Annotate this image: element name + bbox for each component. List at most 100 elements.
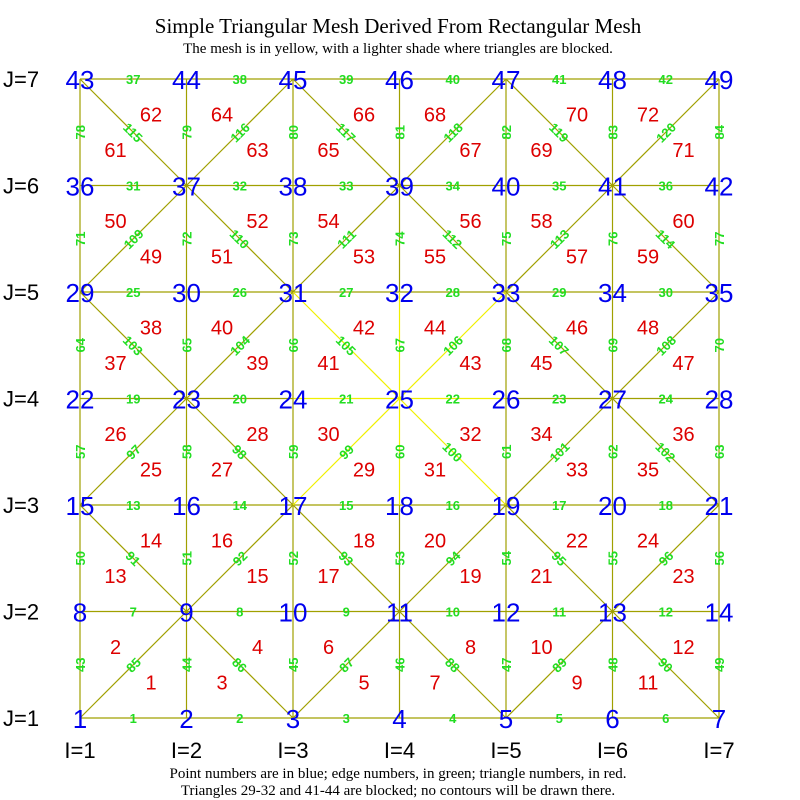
triangle-label: 33 xyxy=(566,460,588,482)
mesh-diagonal-line xyxy=(292,291,400,399)
edge-label: 28 xyxy=(446,285,460,300)
mesh-diagonal-line xyxy=(79,291,187,399)
edge-label: 61 xyxy=(499,445,514,459)
edge-label: 27 xyxy=(339,285,353,300)
triangle-label: 15 xyxy=(246,566,268,588)
triangle-label: 32 xyxy=(459,424,481,446)
mesh-diagonal-line xyxy=(292,611,400,719)
edge-label: 10 xyxy=(446,605,460,620)
triangle-label: 38 xyxy=(140,318,162,340)
mesh-diagonal-line xyxy=(612,398,720,506)
i-axis-label: I=6 xyxy=(597,738,628,763)
point-label: 3 xyxy=(286,704,300,734)
point-label: 48 xyxy=(598,65,627,95)
mesh-diagonal-line xyxy=(505,504,613,612)
mesh-diagonal-line xyxy=(186,291,294,399)
triangle-label: 31 xyxy=(424,460,446,482)
triangle-label: 18 xyxy=(353,531,375,553)
edge-label: 45 xyxy=(286,658,301,672)
edge-label: 82 xyxy=(499,125,514,139)
edge-label: 3 xyxy=(343,711,350,726)
triangle-label: 61 xyxy=(104,140,126,162)
point-label: 16 xyxy=(172,491,201,521)
triangle-label: 34 xyxy=(530,424,552,446)
edge-label: 62 xyxy=(606,445,621,459)
edge-label: 52 xyxy=(286,551,301,565)
triangle-label: 64 xyxy=(211,105,233,127)
edge-label: 41 xyxy=(552,72,566,87)
edge-label: 80 xyxy=(286,125,301,139)
edge-label: 54 xyxy=(499,550,514,565)
edge-label: 78 xyxy=(73,125,88,139)
triangle-label: 58 xyxy=(530,211,552,233)
edge-label: 74 xyxy=(393,231,408,246)
mesh-diagonal-line xyxy=(186,185,294,293)
edge-label: 38 xyxy=(233,72,247,87)
edge-label: 63 xyxy=(712,445,727,459)
edge-label: 6 xyxy=(662,711,669,726)
i-axis-label: I=5 xyxy=(490,738,521,763)
edge-label: 49 xyxy=(712,658,727,672)
edge-label: 48 xyxy=(606,658,621,672)
triangle-label: 25 xyxy=(140,460,162,482)
j-axis-label: J=5 xyxy=(3,280,39,305)
mesh-diagonal-line xyxy=(612,291,720,399)
edge-label: 34 xyxy=(446,179,461,194)
triangle-label: 47 xyxy=(672,353,694,375)
triangle-label: 55 xyxy=(424,247,446,269)
edge-label: 23 xyxy=(552,392,566,407)
point-label: 5 xyxy=(499,704,513,734)
triangle-label: 63 xyxy=(246,140,268,162)
j-axis-label: J=7 xyxy=(3,67,39,92)
triangle-label: 30 xyxy=(317,424,339,446)
edge-label: 19 xyxy=(126,392,140,407)
triangle-label: 19 xyxy=(459,566,481,588)
point-label: 19 xyxy=(492,491,521,521)
point-label: 43 xyxy=(66,65,95,95)
mesh-diagonal-line xyxy=(186,398,294,506)
edge-label: 17 xyxy=(552,498,566,513)
diagram-subtitle: The mesh is in yellow, with a lighter sh… xyxy=(183,41,613,57)
triangle-label: 41 xyxy=(317,353,339,375)
edge-label: 5 xyxy=(556,711,563,726)
triangle-label: 11 xyxy=(638,673,659,695)
triangle-label: 67 xyxy=(459,140,481,162)
point-label: 11 xyxy=(386,598,413,628)
edge-label: 64 xyxy=(73,337,88,352)
mesh-diagonal-line xyxy=(186,611,294,719)
mesh-diagonal-line xyxy=(79,78,187,186)
edge-label: 65 xyxy=(180,338,195,352)
point-label: 26 xyxy=(492,385,521,415)
mesh-diagonal-line xyxy=(79,398,187,506)
point-label: 33 xyxy=(492,278,521,308)
triangle-label: 12 xyxy=(672,637,694,659)
j-axis-label: J=2 xyxy=(3,600,39,625)
triangle-label: 27 xyxy=(211,460,233,482)
mesh-diagonal-line xyxy=(505,185,613,293)
triangle-label: 72 xyxy=(637,105,659,127)
point-label: 9 xyxy=(179,598,193,628)
triangle-label: 24 xyxy=(637,531,659,553)
point-label: 4 xyxy=(392,704,406,734)
edge-label: 8 xyxy=(236,605,243,620)
diagram-title: Simple Triangular Mesh Derived From Rect… xyxy=(155,14,642,38)
mesh-diagonal-line xyxy=(612,611,720,719)
point-label: 47 xyxy=(492,65,521,95)
point-label: 18 xyxy=(385,491,414,521)
i-axis-label: I=1 xyxy=(64,738,95,763)
triangle-label: 9 xyxy=(571,673,582,695)
triangle-label: 23 xyxy=(672,566,694,588)
edge-label: 69 xyxy=(606,338,621,352)
edge-label: 47 xyxy=(499,658,514,672)
point-label: 17 xyxy=(279,491,308,521)
edge-label: 9 xyxy=(343,605,350,620)
triangle-label: 20 xyxy=(424,531,446,553)
triangle-label: 36 xyxy=(672,424,694,446)
edge-label: 84 xyxy=(712,124,727,139)
triangle-label: 54 xyxy=(317,211,339,233)
triangle-label: 56 xyxy=(459,211,481,233)
mesh-diagonal-line xyxy=(186,78,294,186)
edge-label: 73 xyxy=(286,232,301,246)
triangle-label: 39 xyxy=(246,353,268,375)
